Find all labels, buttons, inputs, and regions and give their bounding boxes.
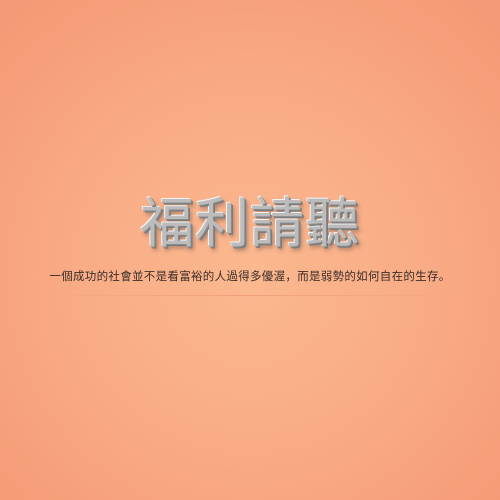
page-title: 福利請聽	[140, 192, 360, 255]
divider	[40, 295, 460, 296]
tagline: 一個成功的社會並不是看富裕的人過得多優渥，而是弱勢的如何自在的生存。	[49, 269, 451, 283]
